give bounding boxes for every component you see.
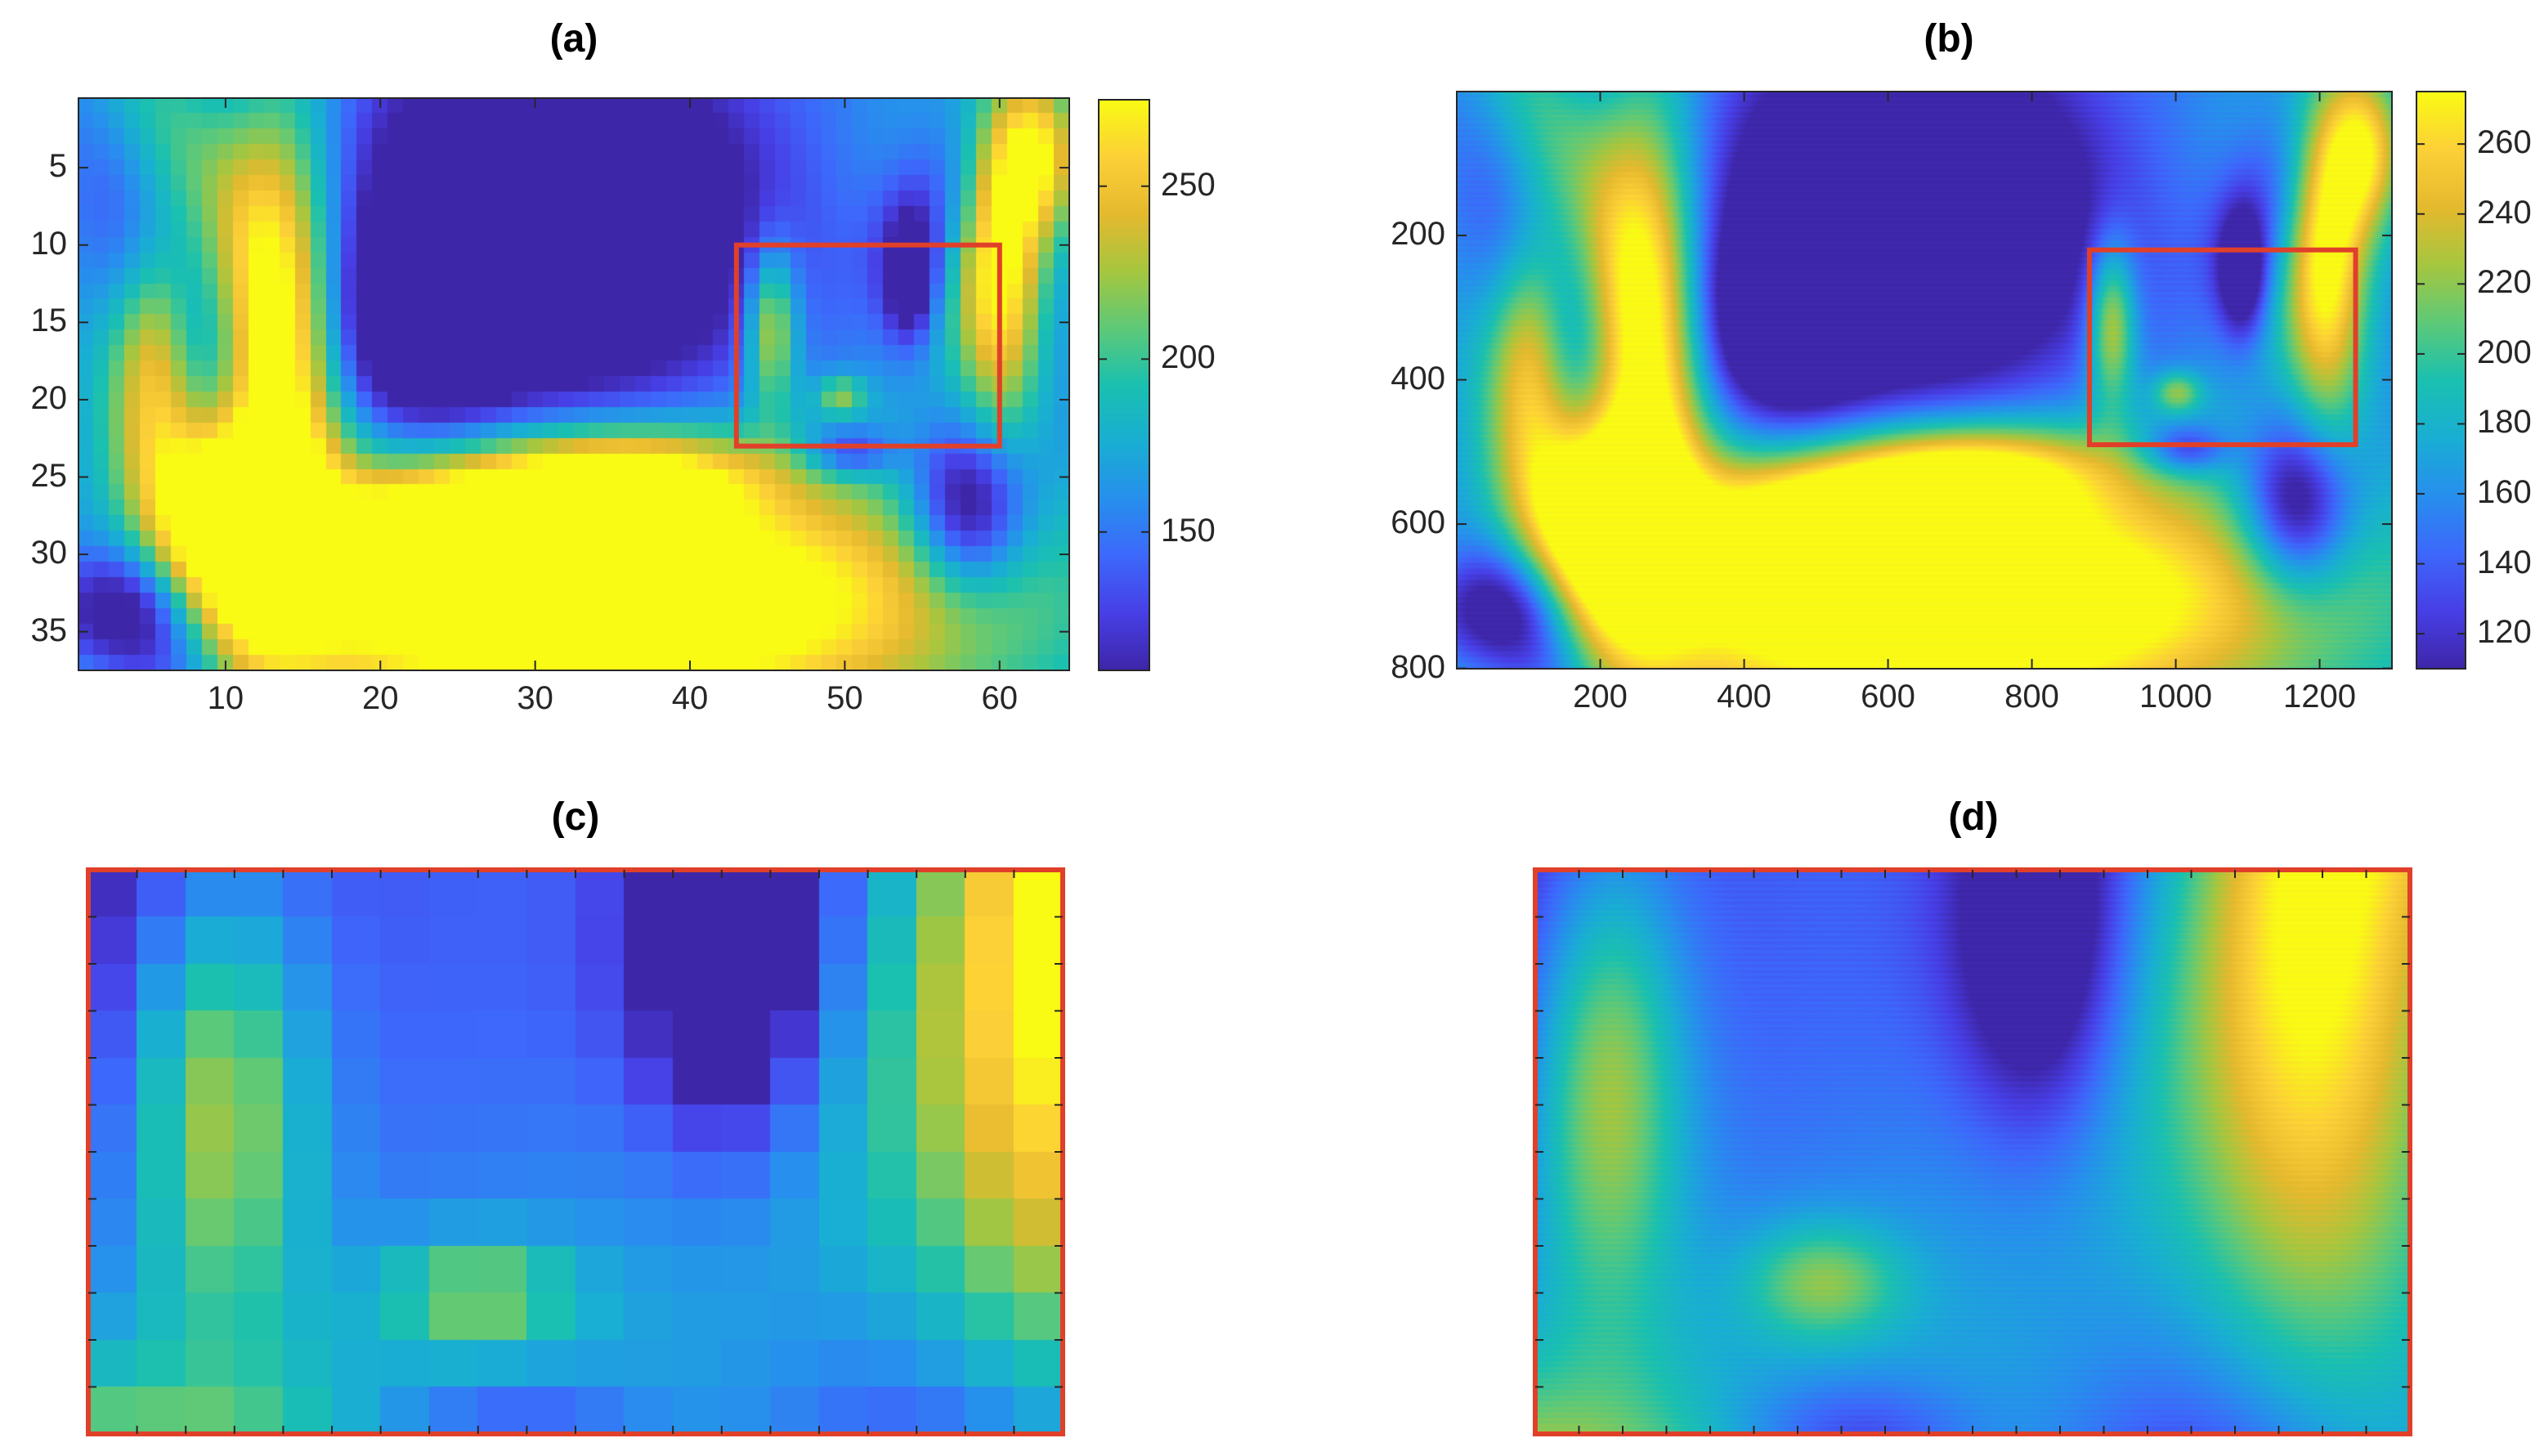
colorbar-a-frame <box>1098 99 1150 671</box>
x-tick-label: 50 <box>826 680 863 716</box>
y-tick-label: 600 <box>1391 504 1445 541</box>
colorbar-tick-label: 150 <box>1161 512 1216 549</box>
colorbar-tick-label: 200 <box>1161 339 1216 376</box>
panel-title-a: (a) <box>549 17 598 60</box>
y-tick-label: 35 <box>30 612 68 648</box>
axes-frame <box>2416 91 2466 670</box>
y-tick-label: 5 <box>48 148 67 185</box>
y-tick-label: 20 <box>30 379 68 416</box>
heatmap-a-image <box>78 98 1069 670</box>
axes-frame <box>86 867 1065 1436</box>
colorbar-b <box>2416 91 2466 670</box>
x-tick-label: 40 <box>671 680 709 716</box>
panel-title-b: (b) <box>1924 17 1974 60</box>
x-tick-label: 600 <box>1861 679 1915 715</box>
colorbar-tick-label: 200 <box>2477 334 2532 370</box>
panel-title-c: (c) <box>551 795 600 839</box>
y-tick-label: 200 <box>1391 216 1445 253</box>
x-tick-label: 1200 <box>2283 679 2357 715</box>
axes-frame <box>78 97 1070 671</box>
colorbar-tick-label: 260 <box>2477 124 2532 161</box>
axes-frame <box>1533 867 2412 1436</box>
heatmap-c-zoom <box>86 867 1065 1436</box>
x-tick-label: 800 <box>2004 679 2059 715</box>
colorbar-b-frame <box>2416 91 2466 670</box>
colorbar-a <box>1098 99 1150 671</box>
x-tick-label: 200 <box>1573 679 1628 715</box>
x-tick-label: 400 <box>1717 679 1771 715</box>
heatmap-a <box>78 97 1070 671</box>
heatmap-b-image <box>1457 92 2392 669</box>
heatmap-d-zoom <box>1533 867 2412 1436</box>
x-tick-label: 10 <box>207 680 244 716</box>
heatmap-d-frame <box>1533 867 2412 1436</box>
colorbar-a-gradient <box>1099 100 1149 670</box>
x-tick-label: 60 <box>981 680 1019 716</box>
y-tick-label: 10 <box>30 225 68 262</box>
panel-title-d: (d) <box>1948 795 1999 839</box>
colorbar-tick-label: 250 <box>1161 166 1216 203</box>
highlight-box <box>733 242 1002 449</box>
heatmap-a-axes <box>78 97 1070 671</box>
heatmap-c-frame <box>86 867 1065 1436</box>
colorbar-tick-label: 220 <box>2477 264 2532 301</box>
x-tick-label: 20 <box>362 680 399 716</box>
colorbar-b-gradient <box>2416 92 2466 669</box>
x-tick-label: 1000 <box>2139 679 2213 715</box>
axes-frame <box>1098 99 1150 671</box>
colorbar-tick-label: 180 <box>2477 404 2532 441</box>
colorbar-tick-label: 240 <box>2477 194 2532 231</box>
highlight-box <box>2086 247 2358 447</box>
heatmap-b <box>1456 91 2393 670</box>
x-tick-label: 30 <box>517 680 553 716</box>
axes-frame <box>1456 91 2393 670</box>
y-tick-label: 30 <box>30 535 68 571</box>
heatmap-d-image <box>1535 870 2410 1434</box>
heatmap-b-axes <box>1456 91 2393 670</box>
colorbar-tick-label: 140 <box>2477 544 2532 580</box>
y-tick-label: 800 <box>1391 648 1445 685</box>
colorbar-tick-label: 160 <box>2477 474 2532 511</box>
y-tick-label: 400 <box>1391 360 1445 396</box>
y-tick-label: 25 <box>30 457 68 494</box>
heatmap-c-image <box>88 870 1063 1434</box>
colorbar-tick-label: 120 <box>2477 614 2532 651</box>
y-tick-label: 15 <box>30 302 68 339</box>
